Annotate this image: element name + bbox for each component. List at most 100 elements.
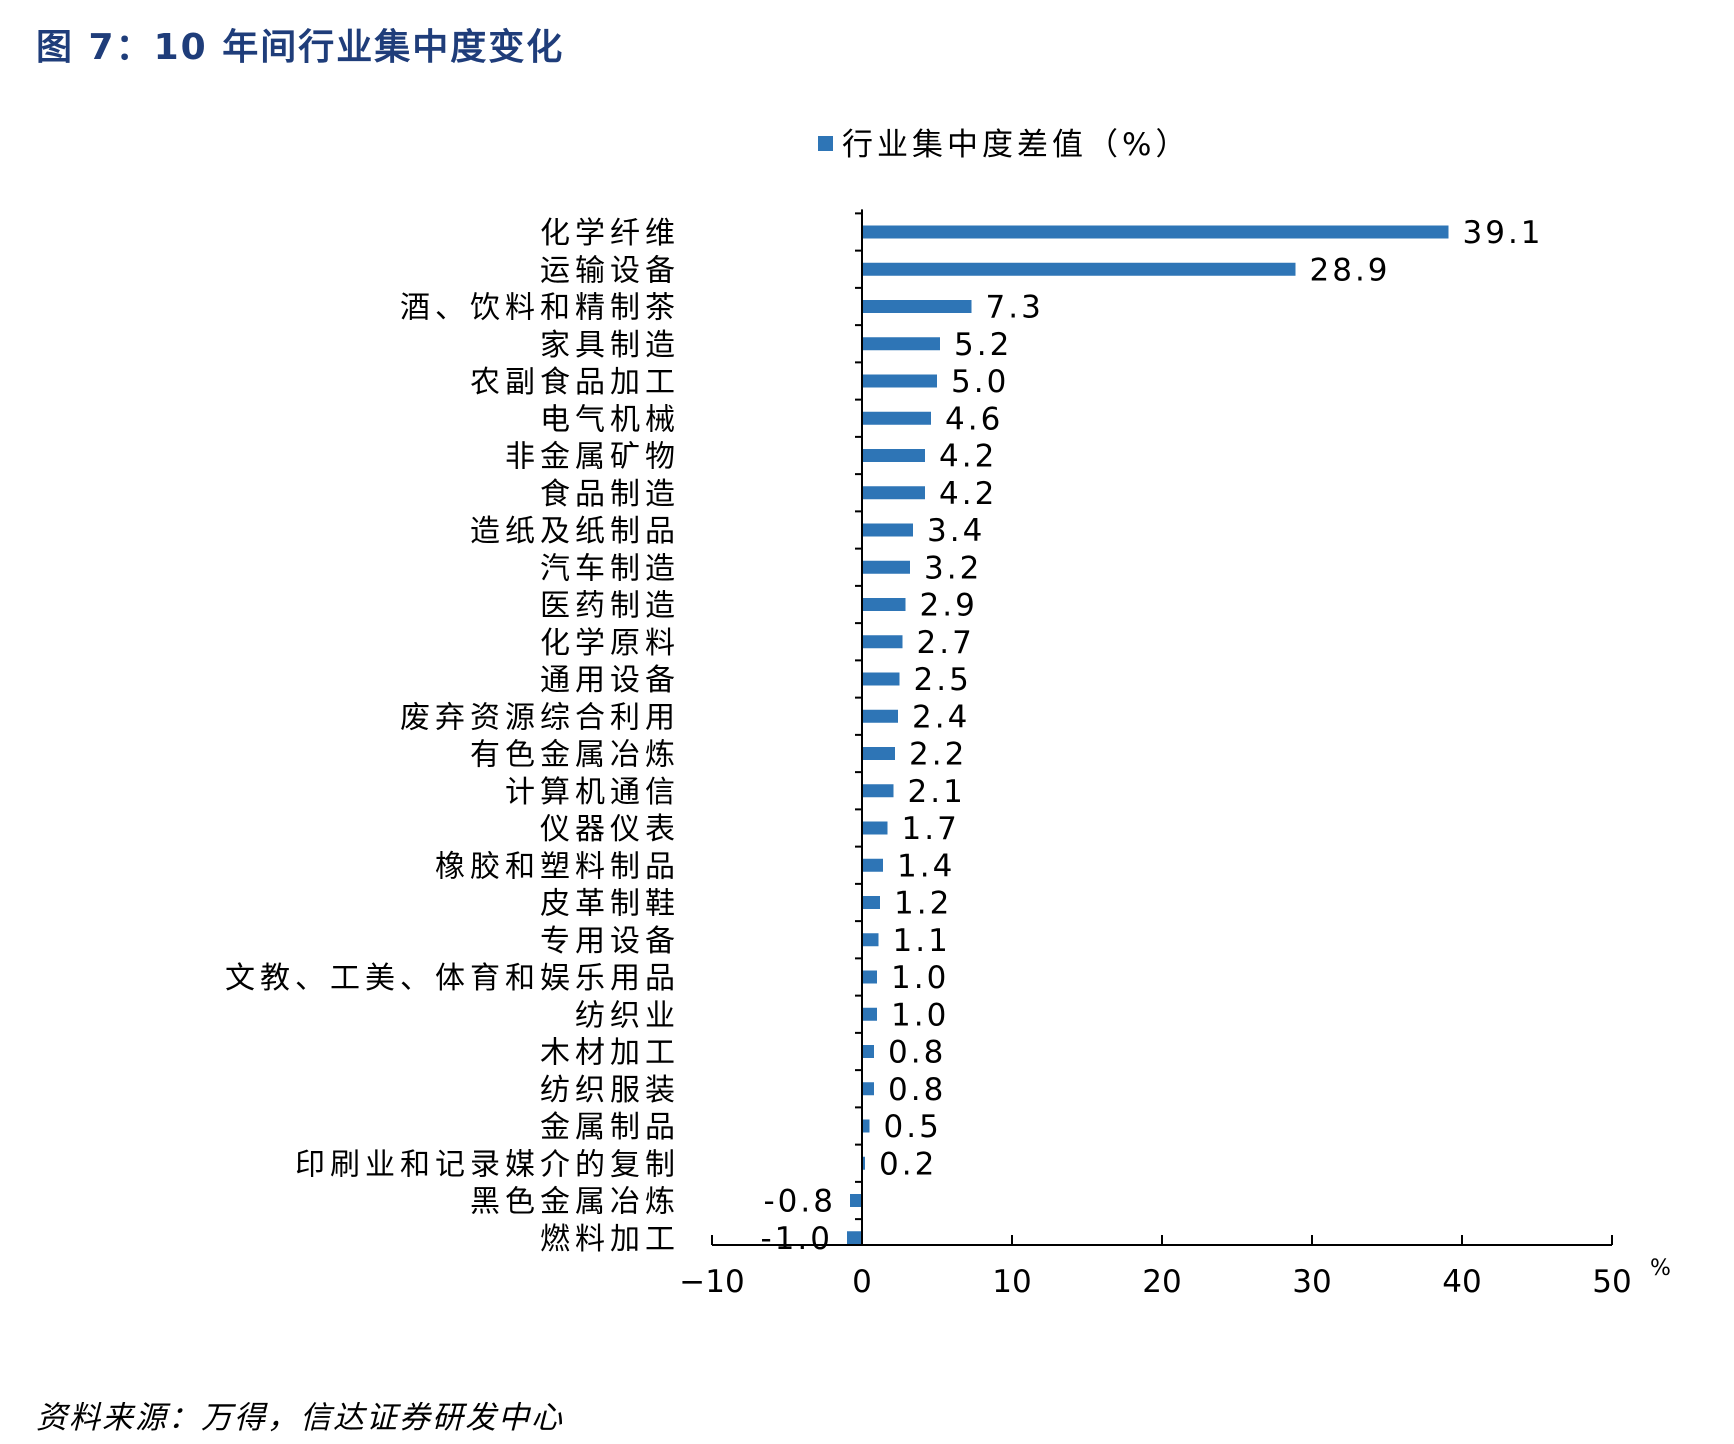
x-tick-label: 50 [1592,1264,1631,1300]
category-label: 文教、工美、体育和娱乐用品 [225,961,680,996]
value-label: 7.3 [986,290,1044,326]
bar [862,784,894,798]
legend-label: 行业集中度差值（%） [842,127,1190,163]
bar [862,1156,865,1170]
value-label: -0.8 [764,1184,837,1220]
category-label: 酒、饮料和精制茶 [400,291,680,326]
value-label: 2.1 [908,774,966,810]
category-label: 造纸及纸制品 [470,514,680,549]
x-tick-label: 20 [1142,1264,1181,1300]
value-labels: 39.128.97.35.25.04.64.24.23.43.22.92.72.… [761,215,1544,1257]
category-label: 化学原料 [540,626,680,661]
value-label: 0.2 [879,1146,937,1182]
value-label: 2.5 [914,662,972,698]
legend-swatch [818,136,833,151]
category-label: 橡胶和塑料制品 [435,849,680,884]
category-label: 医药制造 [540,589,680,624]
source-note: 资料来源：万得，信达证券研发中心 [36,1400,564,1436]
bar [862,262,1296,276]
x-tick-label: 40 [1442,1264,1481,1300]
bar [862,896,880,909]
value-label: 39.1 [1463,215,1544,251]
x-tick-label: 0 [852,1264,872,1300]
category-label: 化学纤维 [540,216,680,251]
bar [862,933,879,947]
category-label: 燃料加工 [540,1222,680,1257]
bar-chart: 行业集中度差值（%） 化学纤维运输设备酒、饮料和精制茶家具制造农副食品加工电气机… [225,127,1671,1300]
category-label: 农副食品加工 [470,365,680,400]
bar [862,747,895,760]
value-label: 1.0 [891,997,949,1033]
bar [862,337,940,351]
bar [862,1082,874,1096]
x-tick-label: −10 [679,1264,744,1300]
category-label: 仪器仪表 [540,812,680,847]
bar [862,970,877,984]
bar [862,821,888,835]
category-label: 有色金属冶炼 [470,738,680,773]
category-label: 专用设备 [540,924,680,959]
bar [862,560,910,574]
bars-group [847,225,1449,1245]
category-label: 木材加工 [540,1036,680,1071]
x-tick-labels: −10 0 10 20 30 40 50% [679,1256,1671,1300]
axes-group [711,209,1613,1246]
value-label: 2.9 [920,588,978,624]
value-label: 5.2 [954,327,1012,363]
category-label: 黑色金属冶炼 [470,1185,680,1220]
bar [862,1119,870,1133]
bar [862,225,1449,239]
category-label: 废弃资源综合利用 [400,700,680,735]
value-label: 2.7 [917,625,975,661]
value-label: 1.1 [893,923,951,959]
bar [862,672,900,686]
bar [862,598,906,611]
value-label: 4.2 [939,476,997,512]
category-label: 印刷业和记录媒介的复制 [295,1147,680,1182]
category-label: 纺织业 [575,998,680,1033]
value-label: 0.5 [884,1109,942,1145]
x-tick-label: 30 [1292,1264,1331,1300]
value-label: 4.6 [945,401,1003,437]
x-unit-label: % [1650,1256,1671,1281]
bar [862,709,898,723]
category-label: 计算机通信 [505,775,680,810]
bar [862,300,972,313]
category-label: 皮革制鞋 [540,887,680,922]
bar [847,1231,862,1245]
category-label: 食品制造 [540,477,680,512]
x-tick-label: 10 [992,1264,1031,1300]
bar [862,1045,874,1058]
value-label: 1.7 [902,811,960,847]
category-label: 非金属矿物 [505,440,680,475]
figure-title: 图 7：10 年间行业集中度变化 [36,27,565,68]
value-label: 28.9 [1310,252,1391,288]
bar [862,858,883,872]
bar [862,374,937,388]
bar [862,486,925,500]
category-label: 家具制造 [540,328,680,363]
bar [862,1007,877,1021]
value-label: 3.2 [924,550,982,586]
value-label: 1.4 [897,848,955,884]
category-label: 通用设备 [540,663,680,698]
category-label: 汽车制造 [540,551,680,586]
value-label: 3.4 [927,513,985,549]
value-label: 2.2 [909,737,967,773]
value-label: 5.0 [951,364,1009,400]
category-label: 运输设备 [540,253,680,288]
value-label: -1.0 [761,1221,834,1257]
value-label: 1.2 [894,886,952,922]
bar [862,411,931,425]
value-label: 0.8 [888,1035,946,1071]
bar [850,1194,862,1207]
category-labels: 化学纤维运输设备酒、饮料和精制茶家具制造农副食品加工电气机械非金属矿物食品制造造… [225,216,680,1257]
category-label: 纺织服装 [540,1073,680,1108]
chart-legend: 行业集中度差值（%） [818,127,1190,163]
value-label: 2.4 [912,699,970,735]
category-label: 金属制品 [540,1110,680,1145]
bar [862,523,913,537]
category-label: 电气机械 [540,402,680,437]
bar [862,635,903,649]
value-label: 1.0 [891,960,949,996]
